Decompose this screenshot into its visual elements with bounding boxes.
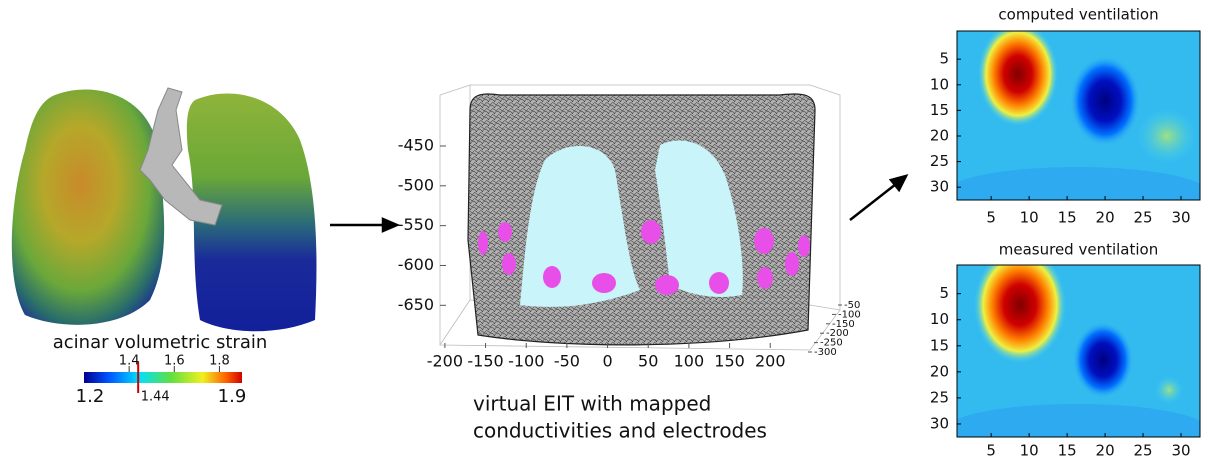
x-tick-label: 30 [1171, 442, 1190, 460]
eit-volume [467, 93, 816, 346]
x-tick-label: 20 [1096, 442, 1115, 460]
colorbar-marker-label: 1.44 [141, 390, 170, 405]
x-tick-label: 100 [674, 352, 705, 371]
y-tick-label: -450 [398, 135, 434, 154]
y-tick-label: 15 [930, 101, 949, 119]
y-tick-label: -650 [398, 295, 434, 314]
z-tick-label: -100 [838, 309, 861, 320]
y-tick-label: 25 [930, 152, 949, 170]
x-tick-label: 5 [986, 442, 996, 460]
y-tick-label: -500 [398, 175, 434, 194]
x-tick-label: 50 [638, 352, 658, 371]
x-tick-label: -200 [427, 352, 463, 371]
heatmap-blob [974, 265, 1066, 363]
ventilation-map: computed ventilation 5 10 15 20 25 30 5 10 15 20 25… [930, 6, 1201, 227]
heatmap-blob [978, 31, 1058, 126]
map-frame [956, 264, 1201, 438]
y-tick-label: 25 [930, 388, 949, 406]
x-tick-label: 15 [1058, 209, 1077, 227]
map-title: measured ventilation [999, 241, 1158, 259]
map-frame [956, 30, 1201, 201]
x-tick-label: 0 [602, 352, 612, 371]
y-tick-label: 5 [939, 284, 949, 302]
colorbar-end-label: 1.9 [218, 386, 247, 407]
colorbar-end-label: 1.2 [76, 386, 105, 407]
heatmap-blob [1155, 376, 1183, 404]
strain-label: acinar volumetric strain [53, 332, 268, 353]
x-tick-label: 200 [755, 352, 786, 371]
eit-axes: -450-500-550-600-650-200 -150 -100 -50 0 50 10… [398, 135, 861, 370]
y-tick-label: 30 [930, 178, 949, 196]
y-tick-label: 15 [930, 336, 949, 354]
x-tick-label: -50 [554, 352, 580, 371]
y-tick-label: -550 [398, 215, 434, 234]
z-tick-label: -50 [844, 300, 860, 311]
colorbar-tick-label: 1.8 [209, 354, 230, 369]
x-tick-label: -100 [508, 352, 544, 371]
z-tick-label: -150 [832, 319, 855, 330]
heatmap-lowband [957, 404, 1200, 437]
x-tick-label: 20 [1096, 209, 1115, 227]
y-tick-label: 5 [939, 50, 949, 68]
y-tick-label: 20 [930, 126, 949, 144]
colorbar-gradient [84, 372, 242, 383]
x-tick-label: 10 [1020, 442, 1039, 460]
z-tick-label: -200 [826, 328, 849, 339]
heatmap [957, 31, 1200, 200]
y-tick-label: 30 [930, 414, 949, 432]
heatmap-blob [1070, 56, 1140, 146]
heatmap-lowband [957, 167, 1200, 200]
ventilation-map: measured ventilation 5 10 15 20 25 30 5 10 15 20 25… [930, 241, 1201, 460]
z-tick-label: -300 [814, 347, 837, 358]
x-tick-label: -150 [467, 352, 503, 371]
arrows [330, 174, 909, 233]
heatmap [957, 265, 1200, 437]
x-tick-label: 30 [1171, 209, 1190, 227]
y-tick-label: 20 [930, 362, 949, 380]
z-tick-label: -250 [820, 338, 843, 349]
x-tick-label: 25 [1134, 209, 1153, 227]
x-tick-label: 5 [986, 209, 996, 227]
colorbar: 1.4 1.6 1.8 1.2 1.9 1.44 [76, 354, 247, 408]
x-tick-label: 25 [1134, 442, 1153, 460]
eit-caption: virtual EIT with mapped [473, 392, 711, 416]
colorbar-tick-label: 1.6 [164, 354, 185, 369]
y-tick-label: -600 [398, 255, 434, 274]
lung-render [11, 87, 317, 332]
x-tick-label: 10 [1020, 209, 1039, 227]
colorbar-tick-label: 1.4 [119, 354, 140, 369]
y-tick-label: 10 [930, 310, 949, 328]
x-tick-label: 15 [1058, 442, 1077, 460]
x-tick-label: 150 [714, 352, 745, 371]
ventilation-maps: computed ventilation 5 10 15 20 25 30 5 10 15 20 25… [930, 6, 1201, 460]
eit-caption: conductivities and electrodes [473, 419, 767, 443]
map-title: computed ventilation [998, 6, 1158, 24]
heatmap-blob [1073, 322, 1133, 398]
heatmap-blob [1137, 108, 1197, 164]
y-tick-label: 10 [930, 75, 949, 93]
